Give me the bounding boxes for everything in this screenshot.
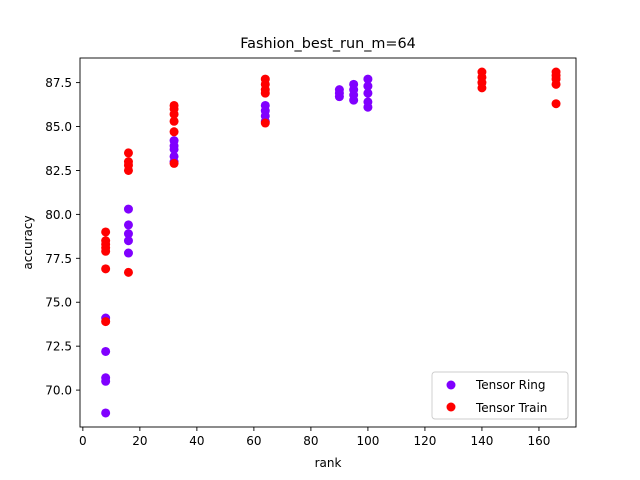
x-tick-label-100: 100 xyxy=(356,434,379,448)
point-tensor-train-11 xyxy=(123,267,133,277)
legend-label-tensor-ring: Tensor Ring xyxy=(475,378,546,392)
legend-label-tensor-train: Tensor Train xyxy=(475,401,547,415)
point-tensor-train-6 xyxy=(101,317,111,327)
point-tensor-ring-28 xyxy=(363,88,373,98)
x-axis-ticks: 0 20 40 60 80 100 120 140 160 xyxy=(79,427,550,448)
point-tensor-train-30 xyxy=(551,79,561,89)
point-tensor-ring-21 xyxy=(334,92,344,102)
point-tensor-train-5 xyxy=(101,264,111,274)
point-tensor-ring-26 xyxy=(363,74,373,84)
y-tick-label-85: 85.0 xyxy=(45,120,72,134)
y-tick-label-80: 80.0 xyxy=(45,208,72,222)
point-tensor-ring-1 xyxy=(101,346,111,356)
chart-title: Fashion_best_run_m=64 xyxy=(240,36,416,52)
x-tick-label-0: 0 xyxy=(79,434,87,448)
point-tensor-ring-5 xyxy=(123,204,133,214)
x-tick-label-160: 160 xyxy=(527,434,550,448)
y-tick-label-75: 75.0 xyxy=(45,296,72,310)
point-tensor-train-14 xyxy=(169,109,179,119)
point-tensor-ring-3 xyxy=(101,376,111,386)
point-tensor-train-7 xyxy=(123,148,133,158)
y-tick-label-70: 70.0 xyxy=(45,384,72,398)
point-tensor-train-17 xyxy=(169,158,179,168)
x-axis-label: rank xyxy=(315,456,342,470)
y-tick-label-87.5: 87.5 xyxy=(45,76,72,90)
x-tick-label-20: 20 xyxy=(132,434,147,448)
x-tick-label-140: 140 xyxy=(470,434,493,448)
point-tensor-train-31 xyxy=(551,99,561,109)
y-tick-label-72.5: 72.5 xyxy=(45,340,72,354)
x-tick-label-40: 40 xyxy=(189,434,204,448)
legend-marker-tensor-train xyxy=(446,402,456,412)
y-axis-ticks: 70.0 72.5 75.0 77.5 80.0 82.5 85.0 87.5 xyxy=(45,76,80,398)
axes-frame xyxy=(79,57,577,428)
point-tensor-ring-27 xyxy=(363,81,373,91)
point-tensor-ring-7 xyxy=(123,229,133,239)
y-tick-label-77.5: 77.5 xyxy=(45,252,72,266)
point-tensor-train-0 xyxy=(101,227,111,237)
point-tensor-train-15 xyxy=(169,116,179,126)
point-tensor-ring-6 xyxy=(123,220,133,230)
point-tensor-ring-12 xyxy=(169,144,179,154)
point-tensor-ring-9 xyxy=(123,248,133,258)
point-tensor-train-21 xyxy=(260,88,270,98)
y-tick-label-82.5: 82.5 xyxy=(45,164,72,178)
data-points xyxy=(101,67,561,418)
point-tensor-train-10 xyxy=(123,165,133,175)
point-tensor-ring-4 xyxy=(101,408,111,418)
legend-box xyxy=(431,371,569,420)
x-tick-label-60: 60 xyxy=(246,434,261,448)
x-tick-label-120: 120 xyxy=(413,434,436,448)
point-tensor-train-4 xyxy=(101,246,111,256)
point-tensor-ring-25 xyxy=(349,95,359,105)
point-tensor-ring-30 xyxy=(363,102,373,112)
legend-marker-tensor-ring xyxy=(446,380,456,390)
point-tensor-train-22 xyxy=(260,118,270,128)
point-tensor-train-16 xyxy=(169,127,179,137)
y-axis-label: accuracy xyxy=(21,215,35,269)
x-tick-label-80: 80 xyxy=(303,434,318,448)
point-tensor-ring-8 xyxy=(123,236,133,246)
legend: Tensor Ring Tensor Train xyxy=(431,371,569,420)
point-tensor-train-26 xyxy=(477,83,487,93)
